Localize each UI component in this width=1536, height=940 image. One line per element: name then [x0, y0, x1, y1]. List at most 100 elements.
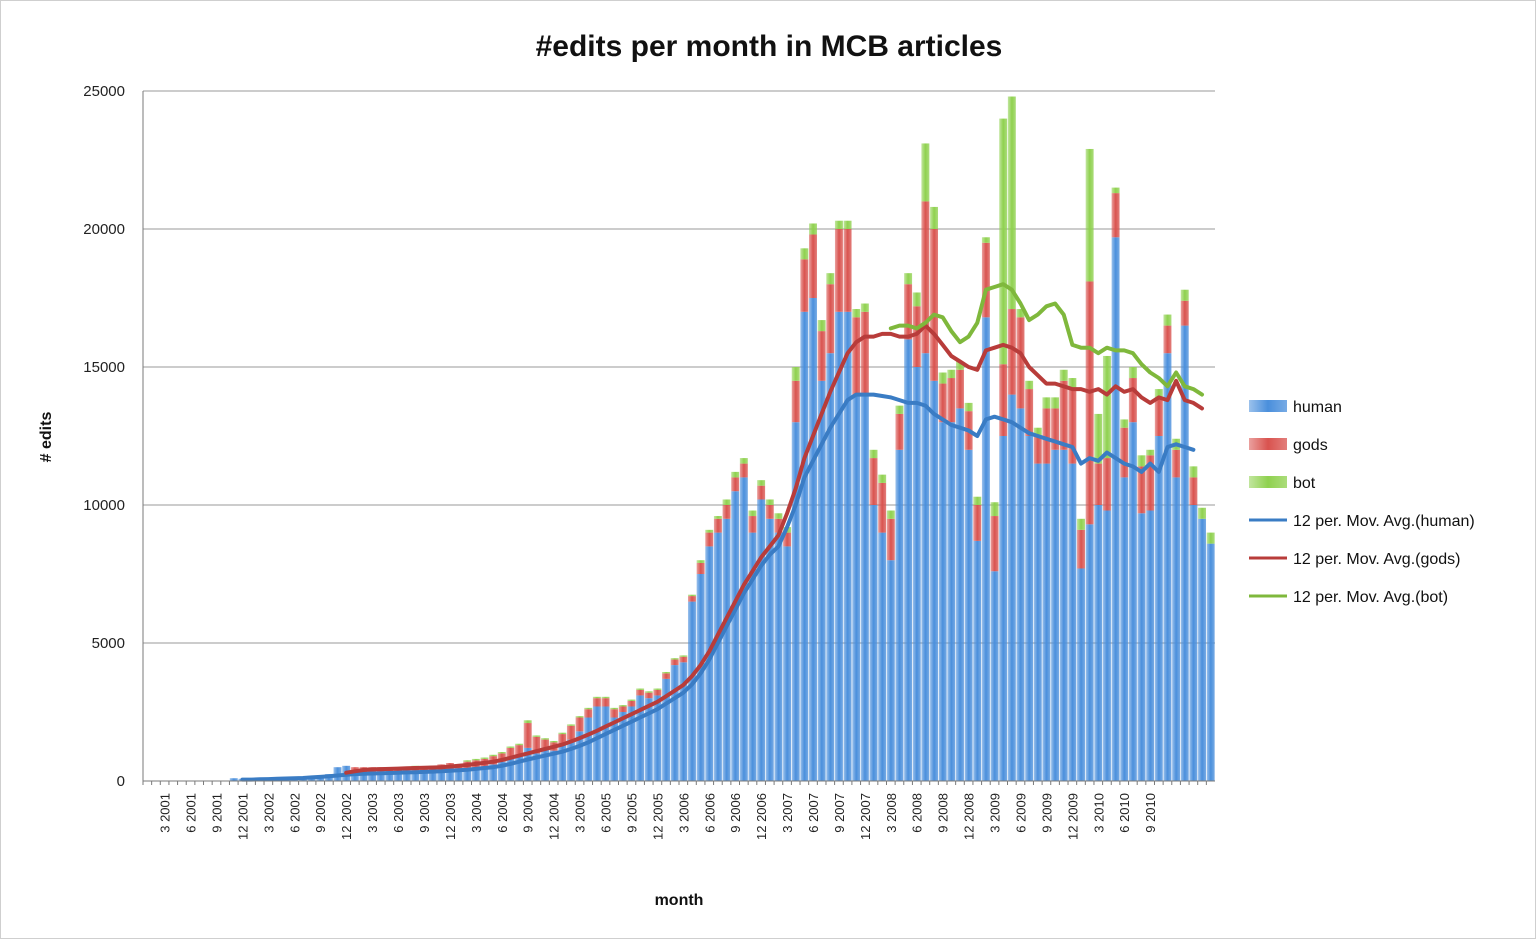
bar-human: [826, 353, 835, 781]
bar-gods: [783, 532, 792, 547]
x-tick-label: 3 2002: [261, 793, 276, 833]
legend-item-bot: bot: [1249, 475, 1316, 492]
bar-gods: [826, 284, 835, 354]
bar-human: [601, 706, 610, 781]
bar-gods: [757, 485, 766, 500]
x-tick-label: 3 2008: [884, 793, 899, 833]
bar-human: [1033, 463, 1042, 781]
x-tick-label: 3 2006: [676, 793, 691, 833]
bar-human: [1085, 524, 1094, 781]
x-tick-label: 9 2007: [832, 793, 847, 833]
bar-bot: [834, 220, 843, 229]
bar-human: [886, 560, 895, 781]
bar-gods: [1128, 378, 1137, 423]
x-tick-label: 6 2006: [702, 793, 717, 833]
bar-gods: [644, 692, 653, 699]
bar-human: [644, 698, 653, 781]
bar-gods: [532, 736, 541, 754]
bar-bot: [1077, 518, 1085, 530]
x-tick-label: 9 2008: [936, 793, 951, 833]
bar-gods: [584, 709, 593, 718]
bar-bot: [1128, 367, 1137, 379]
bar-gods: [1120, 427, 1129, 478]
bar-bot: [1085, 148, 1094, 282]
bar-human: [722, 518, 731, 781]
x-tick-label: 6 2001: [184, 793, 199, 833]
legend-swatch: [1249, 438, 1287, 450]
bar-bot: [558, 732, 567, 735]
y-tick-label: 0: [117, 773, 125, 790]
bar-human: [1172, 477, 1181, 781]
bar-gods: [1163, 325, 1172, 354]
x-tick-label: 9 2009: [1039, 793, 1054, 833]
bar-gods: [515, 745, 524, 757]
bar-bot: [886, 510, 895, 519]
bar-human: [878, 532, 887, 781]
bar-human: [981, 317, 990, 781]
bar-bot: [1059, 369, 1068, 381]
bar-human: [1094, 505, 1103, 781]
bar-human: [471, 768, 480, 781]
bar-human: [1189, 505, 1198, 781]
bar-bot: [601, 696, 610, 699]
bar-human: [662, 678, 671, 781]
bar-human: [757, 499, 766, 781]
bar-bot: [921, 143, 930, 202]
bar-gods: [687, 596, 696, 602]
x-tick-label: 3 2009: [988, 793, 1003, 833]
bar-bot: [809, 223, 817, 235]
x-tick-label: 12 2008: [962, 793, 977, 840]
bar-bot: [575, 716, 584, 718]
bar-human: [549, 750, 558, 781]
bar-bot: [1033, 427, 1042, 436]
bar-human: [506, 758, 515, 781]
bar-gods: [653, 689, 662, 696]
bar-bot: [696, 560, 705, 563]
bar-bot: [480, 757, 489, 759]
bar-gods: [834, 229, 843, 312]
bar-gods: [800, 259, 809, 312]
bar-human: [713, 532, 722, 781]
x-tick-label: 12 2009: [1065, 793, 1080, 840]
bar-human: [817, 380, 826, 781]
bar-bot: [670, 658, 679, 660]
bar-bot: [1042, 397, 1051, 409]
bar-human: [1051, 449, 1060, 781]
bar-bot: [878, 474, 887, 483]
bar-human: [532, 753, 541, 781]
bar-human: [1025, 436, 1034, 781]
bar-bot: [1016, 309, 1025, 318]
bar-human: [1016, 408, 1025, 781]
bar-human: [1154, 436, 1163, 781]
bar-gods: [705, 532, 714, 547]
bar-bot: [1137, 455, 1146, 467]
x-tick-label: 6 2002: [287, 793, 302, 833]
legend-item-12-per-mov-avg-bot: 12 per. Mov. Avg.(bot): [1249, 589, 1448, 606]
bar-gods: [497, 753, 506, 762]
x-tick-label: 9 2010: [1143, 793, 1158, 833]
legend-item-human: human: [1249, 399, 1342, 416]
bar-human: [437, 769, 446, 781]
bar-human: [774, 532, 783, 781]
x-tick-label: 12 2005: [650, 793, 665, 840]
bar-bot: [964, 402, 973, 412]
bar-gods: [973, 505, 982, 541]
line-12-per-mov-avg-bot: [888, 282, 1204, 397]
chart-title: #edits per month in MCB articles: [536, 30, 1003, 63]
bar-bot: [541, 738, 549, 740]
bar-bot: [765, 499, 774, 505]
x-tick-label: 3 2004: [469, 793, 484, 833]
bar-human: [990, 571, 999, 781]
bar-gods: [1033, 436, 1042, 464]
bar-gods: [904, 284, 913, 340]
bar-gods: [679, 656, 688, 663]
x-tick-label: 12 2003: [443, 793, 458, 840]
bar-bot: [618, 705, 627, 707]
bar-bot: [1094, 413, 1103, 464]
bar-human: [955, 408, 964, 781]
x-tick-label: 3 2001: [158, 793, 173, 833]
bar-gods: [1007, 309, 1016, 395]
bar-gods: [731, 477, 740, 492]
bar-human: [480, 767, 489, 781]
